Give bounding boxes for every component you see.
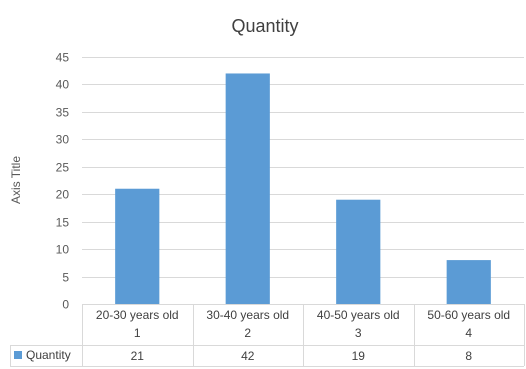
data-value-label: 21 <box>131 349 145 363</box>
legend-key <box>14 351 22 359</box>
y-tick-label: 35 <box>56 106 70 120</box>
chart-title: Quantity <box>231 16 298 36</box>
category-label: 50-60 years old <box>427 308 510 322</box>
y-axis-ticks: 0 5 10 15 20 25 30 35 40 45 <box>56 51 70 312</box>
y-tick-label: 10 <box>56 243 70 257</box>
data-value-label: 42 <box>241 349 255 363</box>
y-tick-label: 0 <box>62 298 69 312</box>
category-label: 40-50 years old <box>317 308 400 322</box>
category-label: 3 <box>355 326 362 340</box>
bar <box>446 260 491 304</box>
bar <box>225 73 270 304</box>
data-value-label: 8 <box>465 349 472 363</box>
data-value-label: 19 <box>352 349 366 363</box>
bars <box>115 73 491 304</box>
y-tick-label: 25 <box>56 161 70 175</box>
y-tick-label: 5 <box>62 271 69 285</box>
category-label: 1 <box>134 326 141 340</box>
y-tick-label: 20 <box>56 188 70 202</box>
y-tick-label: 40 <box>56 78 70 92</box>
bar <box>336 199 381 304</box>
y-axis-title: Axis Title <box>9 156 23 204</box>
y-tick-label: 45 <box>56 51 70 65</box>
y-tick-label: 30 <box>56 133 70 147</box>
y-tick-label: 15 <box>56 216 70 230</box>
legend-series-name: Quantity <box>26 348 71 362</box>
category-label: 20-30 years old <box>96 308 179 322</box>
category-label: 2 <box>244 326 251 340</box>
bar <box>115 188 160 304</box>
category-label: 30-40 years old <box>206 308 289 322</box>
data-table: 20-30 years old 1 30-40 years old 2 40-50 ye… <box>10 304 525 367</box>
category-label: 4 <box>465 326 472 340</box>
